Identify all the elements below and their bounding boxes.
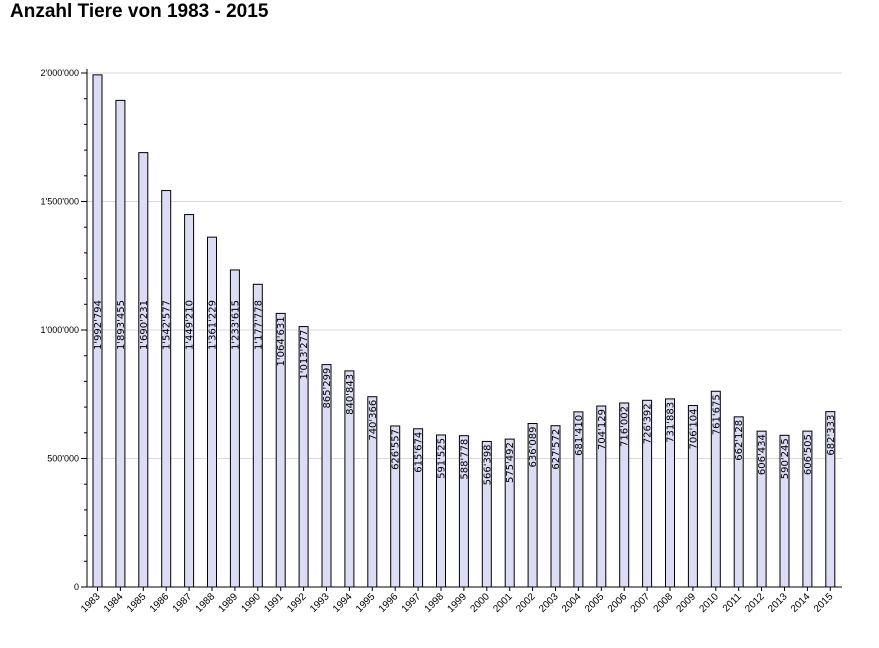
data-label: 1'690'231 bbox=[139, 300, 150, 350]
data-label: 1'992'794 bbox=[93, 300, 104, 350]
x-tick-label: 1998 bbox=[423, 591, 447, 615]
data-label: 1'013'277 bbox=[299, 330, 310, 380]
data-label: 575'492 bbox=[505, 442, 516, 483]
data-label: 1'233'615 bbox=[230, 300, 241, 350]
x-tick-label: 2006 bbox=[606, 591, 630, 615]
data-label: 1'893'455 bbox=[116, 300, 127, 350]
data-label: 627'572 bbox=[551, 429, 562, 470]
axes bbox=[81, 69, 842, 591]
data-label: 865'299 bbox=[322, 368, 333, 409]
x-tick-label: 1995 bbox=[354, 591, 378, 615]
data-label: 636'089 bbox=[528, 427, 539, 468]
data-label: 1'542'577 bbox=[162, 300, 173, 350]
y-tick-label: 1'000'000 bbox=[41, 325, 79, 335]
bar bbox=[207, 236, 217, 588]
bar bbox=[184, 214, 195, 588]
x-tick-label: 1994 bbox=[331, 591, 355, 615]
x-tick-label: 2005 bbox=[583, 591, 607, 615]
data-label: 1'361'229 bbox=[208, 300, 219, 350]
x-tick-label: 1993 bbox=[308, 591, 332, 615]
data-label: 606'434 bbox=[757, 434, 768, 475]
data-label: 590'245 bbox=[780, 438, 791, 479]
data-label: 626'557 bbox=[391, 429, 402, 470]
x-tick-label: 1999 bbox=[446, 591, 470, 615]
x-tick-label: 2012 bbox=[743, 591, 767, 615]
x-tick-label: 1984 bbox=[102, 591, 126, 615]
data-label: 716'002 bbox=[620, 406, 631, 447]
data-label: 588'778 bbox=[459, 439, 470, 480]
x-tick-label: 1987 bbox=[171, 591, 195, 615]
x-tick-label: 2008 bbox=[652, 591, 676, 615]
bar bbox=[161, 190, 172, 588]
data-label: 1'064'631 bbox=[276, 316, 287, 366]
x-tick-label: 2000 bbox=[468, 591, 492, 615]
x-tick-label: 1983 bbox=[79, 591, 103, 615]
x-tick-label: 1991 bbox=[262, 591, 286, 615]
x-tick-label: 2004 bbox=[560, 591, 584, 615]
bar bbox=[138, 152, 149, 588]
data-label: 681'410 bbox=[574, 415, 585, 456]
y-tick-label: 1'500'000 bbox=[41, 197, 79, 207]
data-label: 840'843 bbox=[345, 374, 356, 415]
x-tick-label: 2011 bbox=[721, 591, 744, 614]
data-label: 1'449'210 bbox=[185, 300, 196, 350]
x-tick-label: 1989 bbox=[217, 591, 241, 615]
x-tick-label: 2002 bbox=[514, 591, 538, 615]
x-tick-label: 2010 bbox=[697, 591, 721, 615]
data-label: 591'525 bbox=[437, 438, 448, 479]
x-tick-label: 2014 bbox=[789, 591, 813, 615]
data-label: 740'366 bbox=[368, 400, 379, 441]
y-tick-label: 0 bbox=[74, 582, 79, 592]
data-label: 662'128 bbox=[734, 420, 745, 461]
data-label: 704'129 bbox=[597, 409, 608, 450]
data-label: 706'104 bbox=[688, 409, 699, 450]
x-tick-label: 2003 bbox=[537, 591, 561, 615]
data-label: 606'505 bbox=[803, 434, 814, 475]
x-tick-label: 2001 bbox=[491, 591, 515, 615]
x-tick-label: 1990 bbox=[239, 591, 263, 615]
data-label: 731'883 bbox=[666, 402, 677, 443]
y-tick-label: 500'000 bbox=[47, 454, 79, 464]
grid-lines bbox=[87, 72, 842, 459]
data-label: 615'674 bbox=[414, 432, 425, 473]
chart-title: Anzahl Tiere von 1983 - 2015 bbox=[10, 1, 269, 22]
x-tick-label: 1996 bbox=[377, 591, 401, 615]
bars bbox=[92, 74, 836, 588]
y-tick-label: 2'000'000 bbox=[41, 68, 79, 78]
data-label: 761'675 bbox=[711, 394, 722, 435]
x-tick-label: 2007 bbox=[629, 591, 653, 615]
x-tick-label: 1986 bbox=[148, 591, 172, 615]
data-label: 566'398 bbox=[482, 444, 493, 485]
x-tick-label: 2009 bbox=[675, 591, 699, 615]
data-label: 1'177'778 bbox=[253, 300, 264, 350]
x-tick-label: 2013 bbox=[766, 591, 790, 615]
x-tick-label: 1992 bbox=[285, 591, 309, 615]
x-tick-label: 1997 bbox=[400, 591, 424, 615]
data-label: 726'392 bbox=[643, 403, 654, 444]
x-tick-label: 1985 bbox=[125, 591, 149, 615]
x-tick-label: 2015 bbox=[812, 591, 836, 615]
x-tick-label: 1988 bbox=[194, 591, 218, 615]
data-label: 682'333 bbox=[826, 415, 837, 456]
